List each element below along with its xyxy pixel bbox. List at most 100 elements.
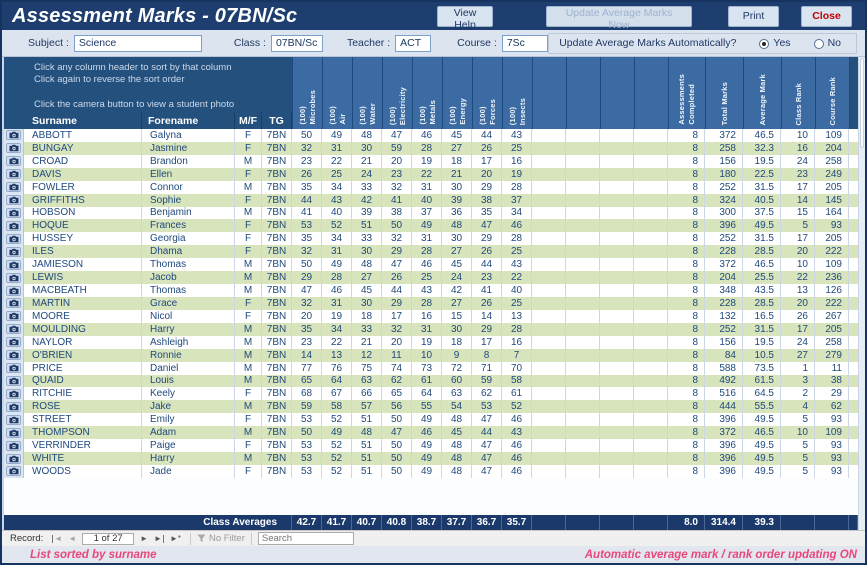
camera-button[interactable]	[6, 169, 21, 180]
mark-cell-air[interactable]: 52	[322, 452, 352, 465]
mark-cell-water[interactable]: 30	[352, 296, 382, 310]
mark-cell-metals[interactable]: 46	[412, 426, 442, 440]
tg-cell[interactable]: 7BN	[262, 245, 292, 259]
surname-cell[interactable]: FOWLER	[24, 180, 142, 194]
mark-cell-microbes[interactable]: 59	[292, 400, 322, 414]
camera-button[interactable]	[6, 195, 21, 206]
forename-cell[interactable]: Jade	[142, 464, 235, 478]
mark-cell-energy[interactable]: 15	[442, 309, 472, 323]
mf-cell[interactable]: M	[235, 258, 262, 272]
mark-cell-microbes[interactable]: 29	[292, 271, 322, 285]
surname-cell[interactable]: STREET	[24, 413, 142, 427]
forename-cell[interactable]: Thomas	[142, 258, 235, 272]
mark-cell-metals[interactable]: 25	[412, 271, 442, 285]
camera-button[interactable]	[6, 272, 21, 283]
mark-cell-air[interactable]: 34	[322, 322, 352, 336]
camera-button[interactable]	[6, 375, 21, 386]
tg-cell[interactable]: 7BN	[262, 296, 292, 310]
mark-cell-water[interactable]: 51	[352, 452, 382, 465]
vertical-scrollbar[interactable]	[858, 57, 865, 530]
tg-cell[interactable]: 7BN	[262, 439, 292, 453]
surname-cell[interactable]: CROAD	[24, 154, 142, 168]
update-average-marks-button[interactable]: Update Average Marks Now	[546, 5, 692, 31]
camera-button[interactable]	[6, 207, 21, 218]
column-header-metals[interactable]: Metals (100)	[412, 57, 442, 129]
mark-cell-air[interactable]: 40	[322, 206, 352, 220]
mark-cell-forces[interactable]: 29	[472, 322, 502, 336]
mark-cell-metals[interactable]: 28	[412, 141, 442, 155]
camera-button[interactable]	[6, 246, 21, 257]
mark-cell-electricity[interactable]: 62	[382, 374, 412, 388]
mark-cell-air[interactable]: 64	[322, 374, 352, 388]
mark-cell-electricity[interactable]: 44	[382, 284, 412, 297]
surname-cell[interactable]: O'BRIEN	[24, 348, 142, 362]
mark-cell-electricity[interactable]: 47	[382, 426, 412, 440]
mark-cell-microbes[interactable]: 20	[292, 309, 322, 323]
mark-cell-insects[interactable]: 43	[502, 129, 532, 142]
mark-cell-insects[interactable]: 25	[502, 141, 532, 155]
mark-cell-forces[interactable]: 17	[472, 154, 502, 168]
mark-cell-water[interactable]: 21	[352, 335, 382, 349]
mark-cell-insects[interactable]: 43	[502, 426, 532, 440]
mark-cell-air[interactable]: 58	[322, 400, 352, 414]
tg-cell[interactable]: 7BN	[262, 400, 292, 414]
mark-cell-electricity[interactable]: 50	[382, 452, 412, 465]
mark-cell-insects[interactable]: 61	[502, 387, 532, 401]
mark-cell-microbes[interactable]: 35	[292, 180, 322, 194]
tg-cell[interactable]: 7BN	[262, 271, 292, 285]
mark-cell-electricity[interactable]: 17	[382, 309, 412, 323]
camera-button[interactable]	[6, 220, 21, 231]
mark-cell-forces[interactable]: 26	[472, 296, 502, 310]
mark-cell-air[interactable]: 22	[322, 335, 352, 349]
forename-cell[interactable]: Dhama	[142, 245, 235, 259]
mark-cell-energy[interactable]: 48	[442, 452, 472, 465]
tg-cell[interactable]: 7BN	[262, 348, 292, 362]
mark-cell-insects[interactable]: 70	[502, 361, 532, 375]
surname-cell[interactable]: VERRINDER	[24, 439, 142, 453]
mark-cell-electricity[interactable]: 32	[382, 180, 412, 194]
course-input[interactable]	[501, 34, 548, 52]
mark-cell-forces[interactable]: 29	[472, 180, 502, 194]
column-header-tg[interactable]: TG	[262, 112, 292, 129]
mark-cell-metals[interactable]: 28	[412, 245, 442, 259]
forename-cell[interactable]: Nicol	[142, 309, 235, 323]
mf-cell[interactable]: F	[235, 413, 262, 427]
forename-cell[interactable]: Emily	[142, 413, 235, 427]
forename-cell[interactable]: Jake	[142, 400, 235, 414]
mf-cell[interactable]: F	[235, 464, 262, 478]
mark-cell-insects[interactable]: 46	[502, 464, 532, 478]
tg-cell[interactable]: 7BN	[262, 258, 292, 272]
mark-cell-air[interactable]: 67	[322, 387, 352, 401]
forename-cell[interactable]: Ellen	[142, 167, 235, 181]
mark-cell-forces[interactable]: 20	[472, 167, 502, 181]
mark-cell-forces[interactable]: 47	[472, 464, 502, 478]
mf-cell[interactable]: F	[235, 245, 262, 259]
surname-cell[interactable]: ABBOTT	[24, 129, 142, 142]
mf-cell[interactable]: F	[235, 167, 262, 181]
mark-cell-electricity[interactable]: 56	[382, 400, 412, 414]
class-input[interactable]	[270, 34, 323, 52]
mark-cell-microbes[interactable]: 53	[292, 413, 322, 427]
camera-button[interactable]	[6, 285, 21, 296]
mark-cell-water[interactable]: 51	[352, 439, 382, 453]
mark-cell-energy[interactable]: 45	[442, 129, 472, 142]
mark-cell-water[interactable]: 21	[352, 154, 382, 168]
mark-cell-energy[interactable]: 60	[442, 374, 472, 388]
mark-cell-energy[interactable]: 72	[442, 361, 472, 375]
mark-cell-insects[interactable]: 16	[502, 335, 532, 349]
tg-cell[interactable]: 7BN	[262, 322, 292, 336]
mark-cell-metals[interactable]: 61	[412, 374, 442, 388]
column-header-total-marks[interactable]: Total Marks	[705, 57, 743, 129]
camera-button[interactable]	[6, 337, 21, 348]
mark-cell-energy[interactable]: 9	[442, 348, 472, 362]
surname-cell[interactable]: DAVIS	[24, 167, 142, 181]
mark-cell-insects[interactable]: 46	[502, 413, 532, 427]
column-header-microbes[interactable]: Microbes (100)	[292, 57, 322, 129]
mark-cell-water[interactable]: 51	[352, 219, 382, 233]
mark-cell-energy[interactable]: 48	[442, 413, 472, 427]
mark-cell-water[interactable]: 27	[352, 271, 382, 285]
forename-cell[interactable]: Harry	[142, 452, 235, 465]
mark-cell-air[interactable]: 31	[322, 245, 352, 259]
scrollbar-thumb[interactable]	[860, 58, 864, 148]
tg-cell[interactable]: 7BN	[262, 193, 292, 207]
